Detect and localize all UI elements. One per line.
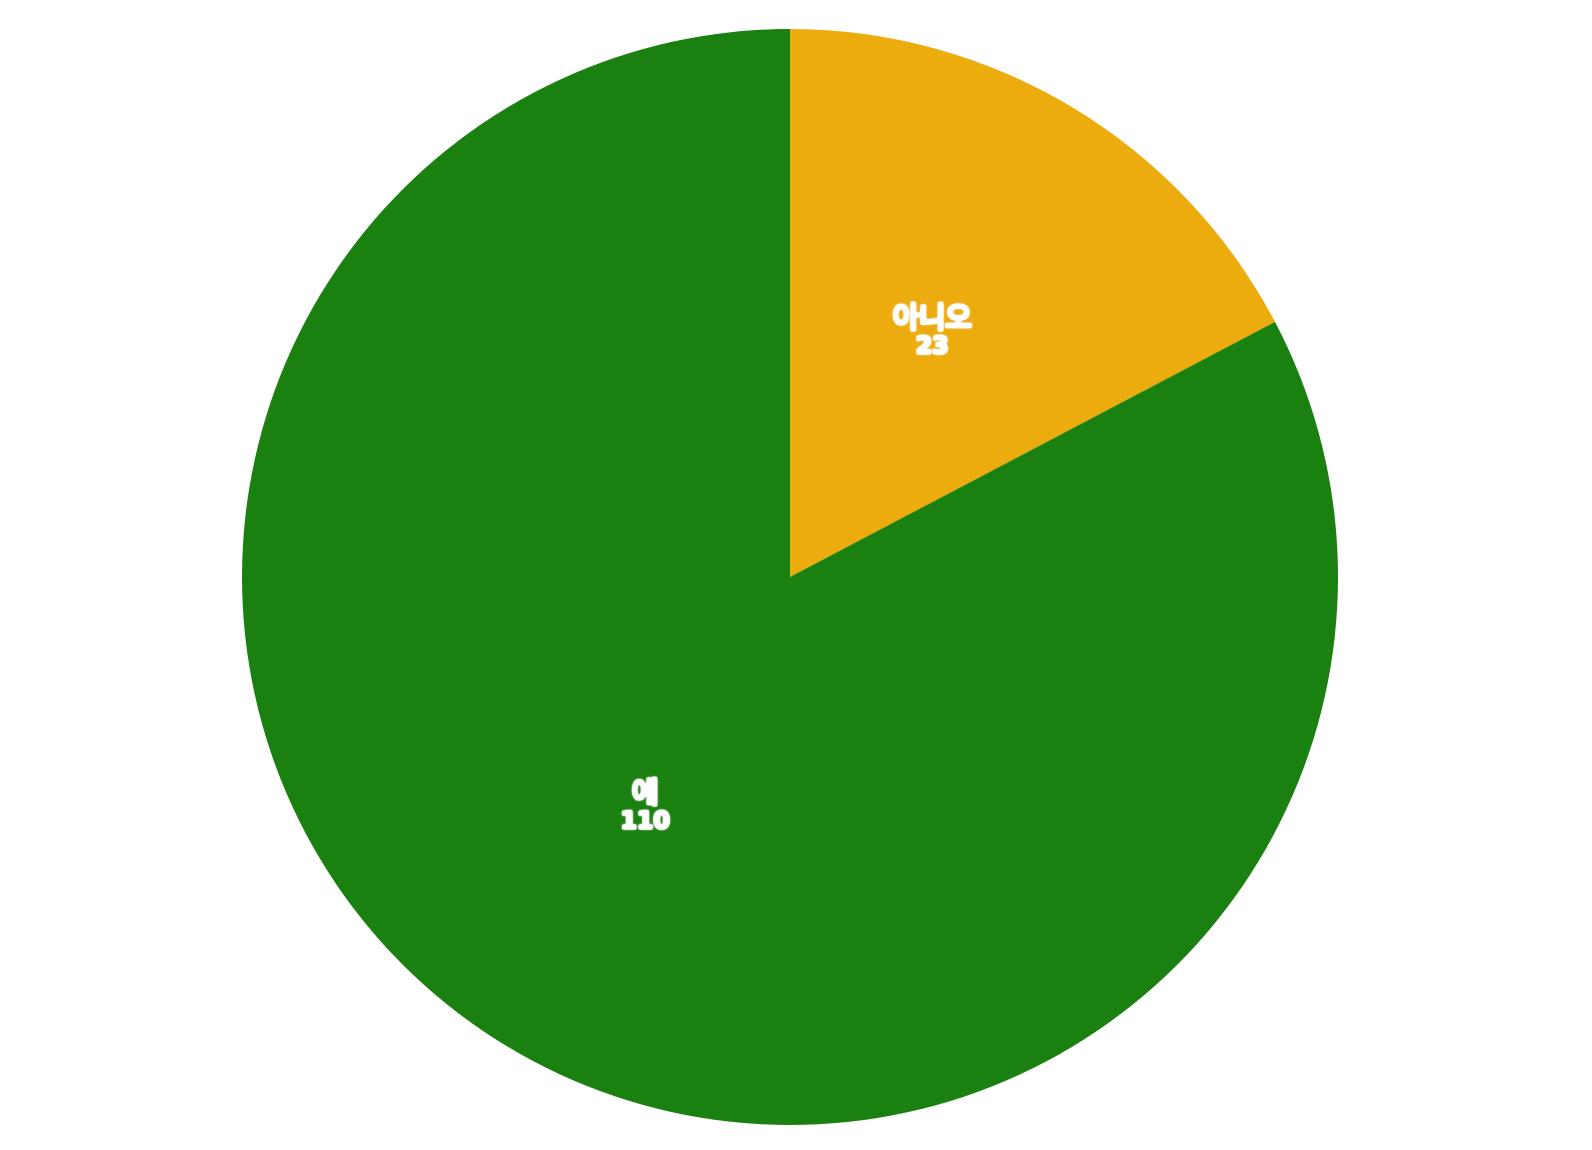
- pie-slice-label-name: 아니오: [892, 300, 972, 335]
- pie-slice[interactable]: [790, 29, 1275, 577]
- pie-slice-label-value: 23: [915, 331, 949, 360]
- pie-slice[interactable]: [242, 29, 1339, 1126]
- pie-slice-label-ye: 예 110: [620, 775, 670, 835]
- pie-slice-label-value: 110: [620, 806, 670, 835]
- pie-slice-label-name: 예: [631, 775, 659, 810]
- pie-slice-label-aniyo: 아니오 23: [893, 302, 972, 359]
- pie-slices-group: [242, 29, 1339, 1126]
